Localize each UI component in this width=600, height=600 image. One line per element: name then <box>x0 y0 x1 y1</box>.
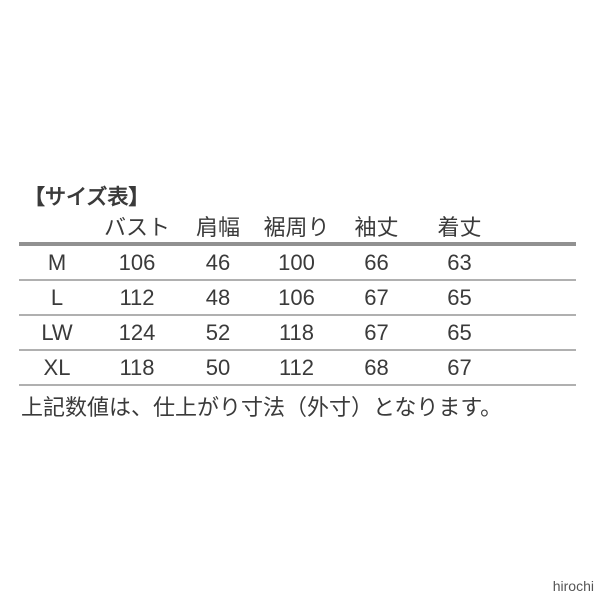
cell-value: 68 <box>336 350 417 386</box>
cell-value: 118 <box>95 350 179 386</box>
watermark-hirochi: hirochi <box>552 578 594 594</box>
size-label: L <box>19 280 95 316</box>
cell-value: 112 <box>95 280 179 316</box>
measurement-note: 上記数値は、仕上がり寸法（外寸）となります。 <box>21 395 503 420</box>
header-shoulder-width: 肩幅 <box>179 209 257 246</box>
cell-value: 65 <box>417 280 502 316</box>
header-bust: バスト <box>95 209 179 246</box>
size-label: LW <box>19 315 95 351</box>
header-size <box>19 209 95 246</box>
cell-value: 46 <box>179 244 257 281</box>
cell-value: 67 <box>336 280 417 316</box>
size-table-header-row: バスト 肩幅 裾周り 袖丈 着丈 <box>19 209 576 246</box>
table-row-m: M 106 46 100 66 63 <box>19 244 576 281</box>
table-row-l: L 112 48 106 67 65 <box>19 280 576 316</box>
cell-spacer <box>502 244 576 281</box>
cell-value: 50 <box>179 350 257 386</box>
cell-value: 67 <box>336 315 417 351</box>
cell-value: 66 <box>336 244 417 281</box>
cell-value: 52 <box>179 315 257 351</box>
header-sleeve-length: 袖丈 <box>336 209 417 246</box>
header-body-length: 着丈 <box>417 209 502 246</box>
cell-value: 112 <box>257 350 336 386</box>
size-label: XL <box>19 350 95 386</box>
cell-value: 48 <box>179 280 257 316</box>
cell-value: 124 <box>95 315 179 351</box>
size-table: バスト 肩幅 裾周り 袖丈 着丈 M 106 46 100 66 63 L 11… <box>19 209 576 386</box>
cell-spacer <box>502 350 576 386</box>
cell-value: 118 <box>257 315 336 351</box>
cell-value: 67 <box>417 350 502 386</box>
cell-spacer <box>502 280 576 316</box>
table-row-lw: LW 124 52 118 67 65 <box>19 315 576 351</box>
cell-value: 65 <box>417 315 502 351</box>
cell-spacer <box>502 315 576 351</box>
header-spacer <box>502 209 576 246</box>
header-hem-circumference: 裾周り <box>257 209 336 246</box>
cell-value: 100 <box>257 244 336 281</box>
table-row-xl: XL 118 50 112 68 67 <box>19 350 576 386</box>
size-chart-title: 【サイズ表】 <box>24 186 150 209</box>
cell-value: 63 <box>417 244 502 281</box>
cell-value: 106 <box>95 244 179 281</box>
size-label: M <box>19 244 95 281</box>
cell-value: 106 <box>257 280 336 316</box>
